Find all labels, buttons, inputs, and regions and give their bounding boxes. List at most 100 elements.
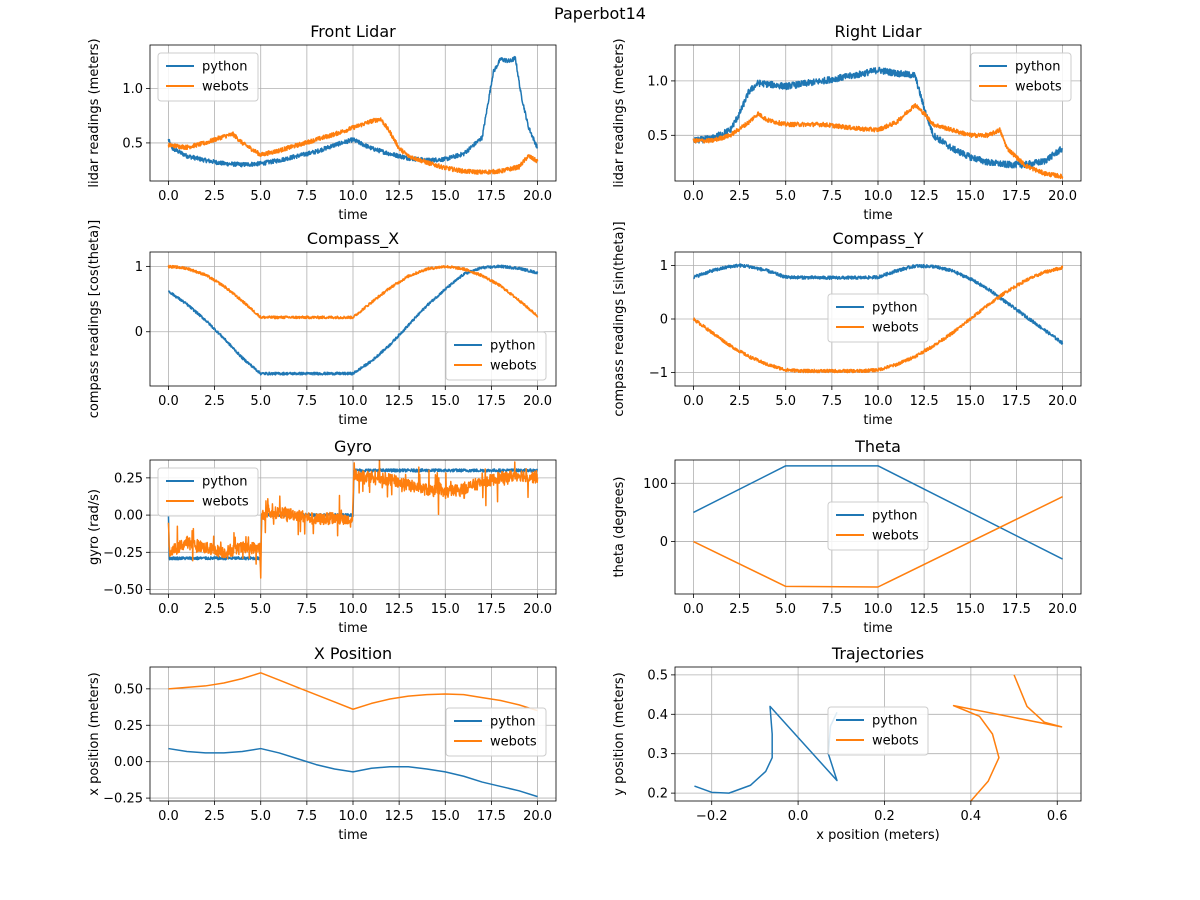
- series-line-python: [168, 747, 538, 798]
- y-tick-label: 1.0: [647, 74, 668, 89]
- x-tick-label: 2.5: [729, 189, 750, 204]
- series-line-webots: [692, 103, 1064, 180]
- legend-label-python: python: [490, 715, 535, 730]
- y-tick-label: 0: [135, 325, 143, 340]
- y-axis-label: y position (meters): [612, 672, 627, 795]
- subplot-gyro: 0.0 2.5 5.0 7.5 10.0 12.5 15.0 17.5 20.0 −0.50 −0.…: [87, 437, 557, 636]
- x-tick-label: 12.5: [910, 602, 939, 617]
- y-axis-label: gyro (rad/s): [87, 489, 102, 565]
- x-tick-label: 15.0: [431, 602, 460, 617]
- subplot-compass-y: 0.0 2.5 5.0 7.5 10.0 12.5 15.0 17.5 20.0 −1 0 1 Comp…: [612, 221, 1082, 428]
- x-tick-label: 17.5: [477, 189, 506, 204]
- x-tick-label: 15.0: [956, 602, 985, 617]
- legend-label-python: python: [202, 60, 247, 75]
- x-tick-label: 2.5: [204, 809, 225, 824]
- subplot-title: Compass_Y: [833, 229, 924, 249]
- y-tick-label: 0.50: [114, 682, 143, 697]
- axes-frame: [674, 666, 1082, 802]
- legend-label-python: python: [872, 714, 917, 729]
- x-tick-label: 12.5: [385, 809, 414, 824]
- y-tick-label: 0.2: [647, 787, 668, 802]
- x-tick-label: 0.0: [158, 394, 179, 409]
- y-axis-label: lidar readings (meters): [87, 38, 102, 187]
- legend: python webots: [827, 293, 929, 343]
- y-tick-label: 1: [135, 260, 143, 275]
- x-tick-label: −0.2: [696, 809, 728, 824]
- subplot-grid: 0.0 2.5 5.0 7.5 10.0 12.5 15.0 17.5 20.00.51.0Fr…: [87, 22, 1082, 843]
- x-tick-label: 10.0: [339, 602, 368, 617]
- y-tick-label: 0.4: [647, 708, 668, 723]
- x-tick-label: 0.0: [683, 189, 704, 204]
- legend-label-webots: webots: [872, 529, 919, 544]
- legend-label-python: python: [872, 301, 917, 316]
- x-axis-label: time: [338, 621, 367, 636]
- legend: python webots: [970, 52, 1072, 102]
- x-tick-label: 10.0: [339, 809, 368, 824]
- series-line-webots: [692, 265, 1064, 374]
- x-tick-label: 12.5: [385, 602, 414, 617]
- legend-label-webots: webots: [1015, 80, 1062, 95]
- x-tick-label: 15.0: [431, 394, 460, 409]
- y-tick-label: −0.25: [103, 792, 143, 807]
- series-line-python: [167, 55, 539, 168]
- x-tick-label: 7.5: [822, 394, 843, 409]
- y-axis-label: lidar readings (meters): [612, 38, 627, 187]
- x-axis-label: x position (meters): [816, 828, 939, 843]
- subplot-title: Theta: [854, 437, 901, 456]
- x-tick-label: 2.5: [204, 394, 225, 409]
- y-tick-label: 0.5: [647, 129, 668, 144]
- legend: python webots: [445, 707, 547, 757]
- y-tick-label: 0.00: [114, 755, 143, 770]
- x-tick-label: 20.0: [1048, 189, 1077, 204]
- subplot-title: Trajectories: [831, 644, 924, 663]
- x-tick-label: 5.0: [250, 189, 271, 204]
- x-axis-label: time: [863, 621, 892, 636]
- series-line-python: [167, 264, 539, 376]
- x-axis-label: time: [338, 828, 367, 843]
- x-axis-label: time: [863, 413, 892, 428]
- y-tick-label: 0.5: [647, 668, 668, 683]
- legend-label-webots: webots: [490, 359, 537, 374]
- legend-label-python: python: [202, 475, 247, 490]
- x-tick-label: 2.5: [204, 602, 225, 617]
- x-tick-label: 20.0: [523, 809, 552, 824]
- legend-label-webots: webots: [872, 734, 919, 749]
- y-tick-label: 0.3: [647, 747, 668, 762]
- y-axis-label: theta (degrees): [612, 476, 627, 577]
- x-tick-label: 12.5: [910, 189, 939, 204]
- legend: python webots: [445, 331, 547, 381]
- subplot-title: Right Lidar: [834, 22, 922, 41]
- x-tick-label: 5.0: [775, 602, 796, 617]
- x-tick-label: 7.5: [297, 189, 318, 204]
- x-tick-label: 7.5: [297, 394, 318, 409]
- x-tick-label: 0.2: [874, 809, 895, 824]
- x-tick-label: 10.0: [339, 394, 368, 409]
- subplot-title: X Position: [314, 644, 392, 663]
- series-line-webots: [952, 674, 1063, 801]
- legend-label-webots: webots: [490, 735, 537, 750]
- y-tick-label: 0: [660, 313, 668, 328]
- subplot-title: Gyro: [334, 437, 372, 456]
- y-axis-label: compass readings [sin(theta)]: [612, 221, 627, 416]
- legend: python webots: [157, 52, 259, 102]
- subplot-title: Compass_X: [307, 229, 399, 249]
- legend: python webots: [157, 467, 259, 517]
- legend-label-python: python: [1015, 60, 1060, 75]
- x-tick-label: 15.0: [431, 189, 460, 204]
- subplot-x-position: 0.0 2.5 5.0 7.5 10.0 12.5 15.0 17.5 20.0 −0.25 0.0…: [87, 644, 557, 843]
- x-tick-label: 0.0: [683, 602, 704, 617]
- x-tick-label: 15.0: [431, 809, 460, 824]
- x-tick-label: 20.0: [523, 394, 552, 409]
- x-tick-label: 2.5: [729, 394, 750, 409]
- x-tick-label: 7.5: [822, 189, 843, 204]
- y-tick-label: 0.25: [114, 719, 143, 734]
- series-line-webots: [167, 117, 539, 175]
- series-line-python: [693, 465, 1063, 560]
- series-line-webots: [167, 264, 539, 320]
- legend: python webots: [827, 706, 929, 756]
- legend: python webots: [827, 501, 929, 551]
- legend-label-webots: webots: [202, 80, 249, 95]
- x-tick-label: 0.4: [961, 809, 982, 824]
- x-axis-label: time: [338, 208, 367, 223]
